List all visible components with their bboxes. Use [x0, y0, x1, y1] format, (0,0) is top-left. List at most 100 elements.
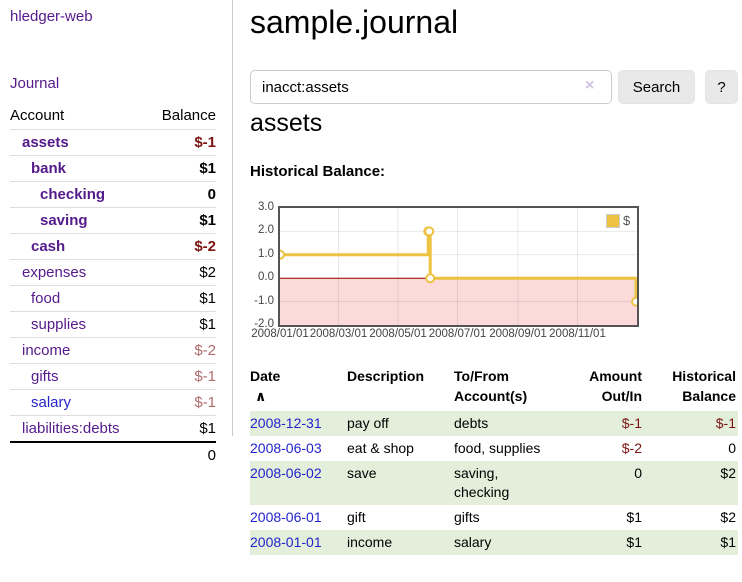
account-balance: $1	[199, 290, 216, 307]
account-row: liabilities:debts $1	[10, 415, 216, 443]
col-amount: Amount Out/In	[589, 368, 642, 404]
account-link[interactable]: gifts	[31, 368, 59, 385]
col-date[interactable]: Date ∧	[250, 364, 347, 411]
accounts-total-value: 0	[207, 447, 216, 464]
chart-canvas	[275, 208, 642, 325]
legend-swatch-icon	[606, 213, 620, 228]
y-axis-tick-label: 2.0	[258, 224, 274, 237]
account-link[interactable]: checking	[40, 186, 106, 203]
chart-heading: Historical Balance:	[250, 163, 386, 180]
account-row: assets $-1	[10, 129, 216, 156]
txn-amount: $1	[626, 509, 642, 525]
account-balance: $-2	[194, 238, 216, 255]
y-axis-tick-label: 3.0	[258, 201, 274, 213]
txn-amount: $-2	[621, 440, 642, 456]
txn-amount: $1	[626, 534, 642, 550]
account-balance: $1	[199, 212, 216, 229]
txn-description: eat & shop	[347, 440, 414, 456]
help-button[interactable]: ?	[705, 70, 738, 104]
txn-date-link[interactable]: 2008-06-02	[250, 465, 322, 481]
x-axis-tick-label: 2008/09/01	[489, 328, 547, 340]
account-balance: $1	[199, 316, 216, 333]
txn-accounts: food, supplies	[454, 440, 541, 456]
register-row: 2008-06-02 save saving, checking 0 $2	[250, 461, 738, 505]
account-row: bank $1	[10, 155, 216, 182]
account-link[interactable]: expenses	[22, 264, 87, 281]
txn-date-link[interactable]: 2008-12-31	[250, 415, 322, 431]
register-row: 2008-06-03 eat & shop food, supplies $-2…	[250, 436, 738, 461]
account-link[interactable]: cash	[31, 238, 66, 255]
accounts-col-account: Account	[10, 107, 65, 124]
txn-accounts: salary	[454, 534, 492, 550]
account-link[interactable]: saving	[40, 212, 88, 229]
account-link[interactable]: bank	[31, 160, 67, 177]
txn-balance: $2	[720, 509, 736, 525]
page-title: sample.journal	[250, 4, 459, 40]
clear-search-icon[interactable]: ×	[585, 77, 595, 94]
accounts-table: Account Balance assets $-1 bank $1 check…	[10, 104, 216, 468]
search-input[interactable]	[250, 70, 612, 104]
x-axis-tick-label: 2008/03/01	[309, 328, 368, 340]
account-link[interactable]: salary	[31, 394, 72, 411]
register-row: 2008-06-01 gift gifts $1 $2	[250, 505, 738, 530]
account-balance: $-2	[194, 342, 216, 359]
account-row: checking 0	[10, 181, 216, 208]
account-row: salary $-1	[10, 389, 216, 416]
account-row: gifts $-1	[10, 363, 216, 390]
brand-link[interactable]: hledger-web	[10, 8, 93, 25]
txn-amount: $-1	[621, 415, 642, 431]
chart-legend: $	[605, 213, 632, 228]
col-balance: Historical Balance	[672, 368, 736, 404]
col-description: Description	[347, 368, 425, 384]
account-link[interactable]: income	[22, 342, 71, 359]
txn-description: pay off	[347, 415, 389, 431]
txn-accounts: saving, checking	[454, 465, 510, 500]
txn-balance: $-1	[715, 415, 736, 431]
chart-plot-area[interactable]	[275, 206, 642, 327]
y-axis-tick-label: 1.0	[258, 247, 274, 260]
account-heading: assets	[250, 109, 323, 137]
x-axis-tick-label: 2008/11/01	[549, 328, 606, 340]
account-balance: $-1	[194, 368, 216, 385]
search-button[interactable]: Search	[618, 70, 695, 104]
x-axis-tick-label: 2008/05/01	[369, 328, 427, 340]
accounts-header-row: Account Balance	[10, 104, 216, 130]
txn-date-link[interactable]: 2008-06-03	[250, 440, 322, 456]
nav-journal-link[interactable]: Journal	[10, 75, 60, 92]
account-row: income $-2	[10, 337, 216, 364]
account-link[interactable]: supplies	[31, 316, 87, 333]
account-balance: $2	[199, 264, 216, 281]
txn-date-link[interactable]: 2008-06-01	[250, 509, 322, 525]
account-balance: $1	[199, 420, 216, 437]
register-header-row: Date ∧ Description To/From Account(s) Amou…	[250, 364, 738, 411]
sort-asc-icon: ∧	[255, 388, 267, 404]
account-balance: $-1	[194, 394, 216, 411]
main-content: sample.journal × Search ? assets Histori…	[250, 0, 742, 582]
account-balance: 0	[207, 186, 216, 203]
y-axis-tick-label: -2.0	[254, 318, 274, 330]
txn-description: gift	[347, 509, 366, 525]
account-row: cash $-2	[10, 233, 216, 260]
txn-description: save	[347, 465, 377, 481]
account-row: expenses $2	[10, 259, 216, 286]
txn-date-link[interactable]: 2008-01-01	[250, 534, 322, 550]
register-row: 2008-12-31 pay off debts $-1 $-1	[250, 411, 738, 436]
txn-accounts: debts	[454, 415, 489, 431]
sidebar: hledger-web Journal Account Balance asse…	[0, 0, 233, 464]
search-form: × Search ?	[250, 70, 742, 104]
txn-balance: $1	[720, 534, 736, 550]
legend-label: $	[623, 213, 631, 228]
txn-balance: $2	[720, 465, 736, 481]
account-link[interactable]: liabilities:debts	[22, 420, 120, 437]
col-accounts: To/From Account(s)	[454, 368, 528, 404]
txn-description: income	[347, 534, 393, 550]
txn-accounts: gifts	[454, 509, 480, 525]
accounts-col-balance: Balance	[161, 107, 216, 124]
x-axis-tick-label: 2008/07/01	[428, 328, 487, 340]
account-link[interactable]: food	[31, 290, 61, 307]
y-axis-tick-label: -1.0	[254, 294, 274, 307]
txn-balance: 0	[728, 440, 736, 456]
account-link[interactable]: assets	[22, 134, 69, 151]
txn-amount: 0	[634, 465, 642, 481]
account-row: food $1	[10, 285, 216, 312]
